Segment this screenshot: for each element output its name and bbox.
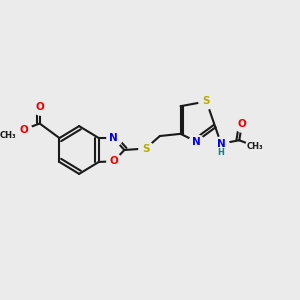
Text: N: N: [109, 133, 118, 143]
Text: O: O: [35, 102, 44, 112]
Text: CH₃: CH₃: [247, 142, 264, 151]
Text: O: O: [238, 119, 246, 129]
Text: O: O: [19, 124, 28, 135]
Text: H: H: [218, 148, 224, 157]
Text: N: N: [192, 136, 201, 146]
Text: N: N: [217, 139, 225, 149]
Text: S: S: [142, 143, 149, 154]
Text: O: O: [109, 156, 118, 166]
Text: CH₃: CH₃: [0, 131, 16, 140]
Text: S: S: [203, 96, 210, 106]
